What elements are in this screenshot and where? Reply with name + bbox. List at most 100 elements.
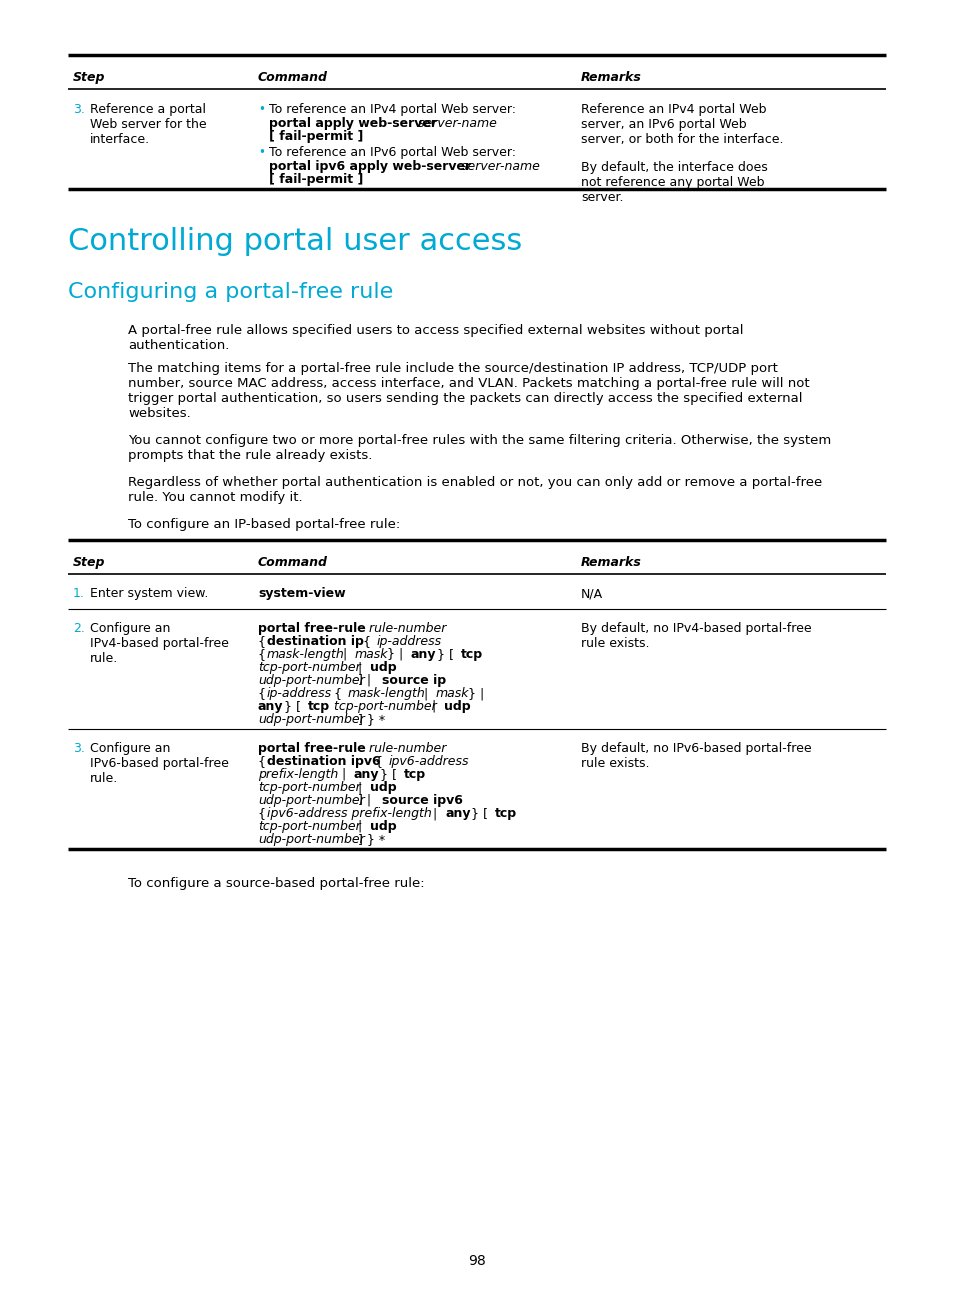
Text: any: any (444, 807, 470, 820)
Text: portal free-rule: portal free-rule (257, 622, 365, 635)
Text: {: { (330, 687, 346, 700)
Text: ] |: ] | (354, 794, 375, 807)
Text: server-name: server-name (414, 117, 497, 130)
Text: N/A: N/A (580, 587, 602, 600)
Text: system-view: system-view (257, 587, 345, 600)
Text: 98: 98 (468, 1255, 485, 1267)
Text: mask: mask (436, 687, 469, 700)
Text: By default, no IPv4-based portal-free
rule exists.: By default, no IPv4-based portal-free ru… (580, 622, 811, 651)
Text: portal apply web-server: portal apply web-server (269, 117, 436, 130)
Text: The matching items for a portal-free rule include the source/destination IP addr: The matching items for a portal-free rul… (128, 362, 809, 420)
Text: Remarks: Remarks (580, 71, 641, 84)
Text: Regardless of whether portal authentication is enabled or not, you can only add : Regardless of whether portal authenticat… (128, 476, 821, 504)
Text: Remarks: Remarks (580, 556, 641, 569)
Text: } [: } [ (280, 700, 305, 713)
Text: Enter system view.: Enter system view. (90, 587, 208, 600)
Text: tcp-port-number: tcp-port-number (257, 820, 360, 833)
Text: {: { (257, 687, 270, 700)
Text: 3.: 3. (73, 102, 85, 117)
Text: tcp-port-number: tcp-port-number (330, 700, 436, 713)
Text: } [: } [ (467, 807, 492, 820)
Text: server-name: server-name (456, 159, 539, 172)
Text: A portal-free rule allows specified users to access specified external websites : A portal-free rule allows specified user… (128, 324, 742, 353)
Text: Step: Step (73, 556, 106, 569)
Text: mask: mask (355, 648, 388, 661)
Text: {: { (257, 807, 270, 820)
Text: |: | (419, 687, 432, 700)
Text: tcp-port-number: tcp-port-number (257, 781, 360, 794)
Text: {: { (257, 648, 270, 661)
Text: udp: udp (370, 781, 396, 794)
Text: udp-port-number: udp-port-number (257, 833, 364, 846)
Text: Command: Command (257, 71, 328, 84)
Text: |: | (338, 648, 351, 661)
Text: {: { (358, 635, 375, 648)
Text: ip-address: ip-address (376, 635, 441, 648)
Text: |: | (429, 807, 441, 820)
Text: ipv6-address prefix-length: ipv6-address prefix-length (267, 807, 432, 820)
Text: Command: Command (257, 556, 328, 569)
Text: mask-length: mask-length (348, 687, 425, 700)
Text: ip-address: ip-address (267, 687, 332, 700)
Text: |: | (337, 769, 350, 781)
Text: } [: } [ (433, 648, 457, 661)
Text: To reference an IPv6 portal Web server:: To reference an IPv6 portal Web server: (269, 146, 516, 159)
Text: any: any (411, 648, 436, 661)
Text: udp-port-number: udp-port-number (257, 674, 364, 687)
Text: Controlling portal user access: Controlling portal user access (68, 227, 521, 257)
Text: mask-length: mask-length (267, 648, 344, 661)
Text: rule-number: rule-number (365, 743, 446, 756)
Text: udp: udp (370, 661, 396, 674)
Text: } |: } | (382, 648, 407, 661)
Text: tcp-port-number: tcp-port-number (257, 661, 360, 674)
Text: 1.: 1. (73, 587, 85, 600)
Text: |: | (354, 661, 366, 674)
Text: Step: Step (73, 71, 106, 84)
Text: ipv6-address: ipv6-address (389, 756, 469, 769)
Text: [ fail-permit ]: [ fail-permit ] (269, 172, 363, 187)
Text: By default, no IPv6-based portal-free
rule exists.: By default, no IPv6-based portal-free ru… (580, 743, 811, 770)
Text: portal free-rule: portal free-rule (257, 743, 365, 756)
Text: } |: } | (463, 687, 484, 700)
Text: •: • (257, 146, 265, 159)
Text: ] |: ] | (354, 674, 375, 687)
Text: udp-port-number: udp-port-number (257, 713, 364, 726)
Text: To configure an IP-based portal-free rule:: To configure an IP-based portal-free rul… (128, 518, 400, 531)
Text: ] } *: ] } * (354, 713, 385, 726)
Text: any: any (257, 700, 283, 713)
Text: portal ipv6 apply web-server: portal ipv6 apply web-server (269, 159, 471, 172)
Text: Reference a portal
Web server for the
interface.: Reference a portal Web server for the in… (90, 102, 207, 146)
Text: By default, the interface does
not reference any portal Web
server.: By default, the interface does not refer… (580, 161, 767, 203)
Text: {: { (257, 635, 270, 648)
Text: destination ipv6: destination ipv6 (267, 756, 380, 769)
Text: source ipv6: source ipv6 (381, 794, 462, 807)
Text: |: | (354, 820, 366, 833)
Text: source ip: source ip (381, 674, 446, 687)
Text: tcp: tcp (460, 648, 482, 661)
Text: Reference an IPv4 portal Web
server, an IPv6 portal Web
server, or both for the : Reference an IPv4 portal Web server, an … (580, 102, 782, 146)
Text: {: { (371, 756, 387, 769)
Text: udp: udp (443, 700, 470, 713)
Text: |: | (354, 781, 366, 794)
Text: tcp: tcp (403, 769, 426, 781)
Text: rule-number: rule-number (365, 622, 446, 635)
Text: any: any (354, 769, 379, 781)
Text: To reference an IPv4 portal Web server:: To reference an IPv4 portal Web server: (269, 102, 516, 117)
Text: tcp: tcp (495, 807, 517, 820)
Text: Configuring a portal-free rule: Configuring a portal-free rule (68, 283, 393, 302)
Text: tcp: tcp (308, 700, 330, 713)
Text: udp-port-number: udp-port-number (257, 794, 364, 807)
Text: udp: udp (370, 820, 396, 833)
Text: •: • (257, 102, 265, 117)
Text: To configure a source-based portal-free rule:: To configure a source-based portal-free … (128, 877, 424, 890)
Text: Configure an
IPv6-based portal-free
rule.: Configure an IPv6-based portal-free rule… (90, 743, 229, 785)
Text: Configure an
IPv4-based portal-free
rule.: Configure an IPv4-based portal-free rule… (90, 622, 229, 665)
Text: } [: } [ (375, 769, 400, 781)
Text: 2.: 2. (73, 622, 85, 635)
Text: destination ip: destination ip (267, 635, 363, 648)
Text: prefix-length: prefix-length (257, 769, 338, 781)
Text: [ fail-permit ]: [ fail-permit ] (269, 130, 363, 143)
Text: ] } *: ] } * (354, 833, 385, 846)
Text: {: { (257, 756, 270, 769)
Text: 3.: 3. (73, 743, 85, 756)
